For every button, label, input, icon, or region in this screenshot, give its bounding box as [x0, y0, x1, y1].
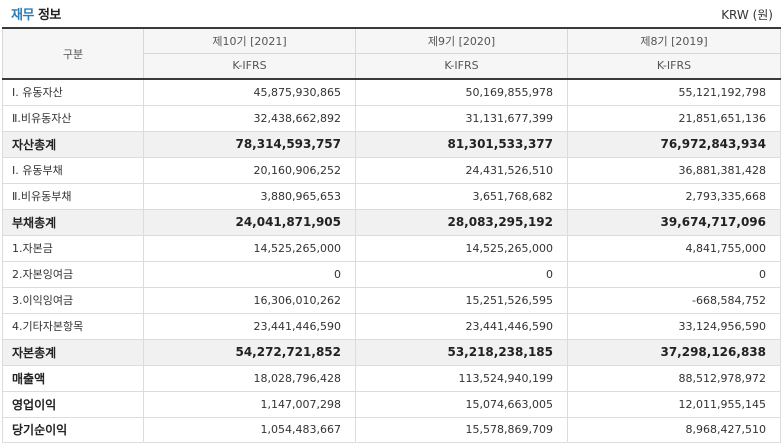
- value-cell: 15,074,663,005: [355, 390, 568, 418]
- period-header: 제9기 [2020]: [355, 27, 568, 54]
- value-cell: 3,651,768,682: [355, 182, 568, 210]
- table-row: 2.자본잉여금 0 0 0: [2, 260, 781, 288]
- value-cell: 4,841,755,000: [567, 234, 781, 262]
- value-cell: 3,880,965,653: [143, 182, 356, 210]
- row-label: Ⅰ. 유동부채: [2, 156, 144, 184]
- value-cell: 20,160,906,252: [143, 156, 356, 184]
- value-cell: 12,011,955,145: [567, 390, 781, 418]
- table-row: 3.이익잉여금 16,306,010,262 15,251,526,595 -6…: [2, 286, 781, 314]
- value-cell: 1,147,007,298: [143, 390, 356, 418]
- value-cell: 14,525,265,000: [355, 234, 568, 262]
- total-row: 부채총계 24,041,871,905 28,083,295,192 39,67…: [2, 208, 781, 236]
- value-cell: 16,306,010,262: [143, 286, 356, 314]
- period-header-row: 구분 제10기 [2021] 제9기 [2020] 제8기 [2019]: [2, 27, 781, 80]
- value-cell: 45,875,930,865: [143, 78, 356, 106]
- value-cell: -668,584,752: [567, 286, 781, 314]
- standard-header: K-IFRS: [355, 52, 568, 80]
- table-row: 영업이익 1,147,007,298 15,074,663,005 12,011…: [2, 390, 781, 418]
- value-cell: 81,301,533,377: [355, 130, 568, 158]
- value-cell: 0: [355, 260, 568, 288]
- value-cell: 28,083,295,192: [355, 208, 568, 236]
- row-label: 당기순이익: [2, 416, 144, 443]
- value-cell: 33,124,956,590: [567, 312, 781, 340]
- table-row: 매출액 18,028,796,428 113,524,940,199 88,51…: [2, 364, 781, 392]
- value-cell: 8,968,427,510: [567, 416, 781, 443]
- value-cell: 15,251,526,595: [355, 286, 568, 314]
- value-cell: 53,218,238,185: [355, 338, 568, 366]
- section-title-rest: 정보: [33, 8, 61, 23]
- value-cell: 21,851,651,136: [567, 104, 781, 132]
- table-row: Ⅱ.비유동부채 3,880,965,653 3,651,768,682 2,79…: [2, 182, 781, 210]
- row-label: 4.기타자본항목: [2, 312, 144, 340]
- row-label: Ⅱ.비유동부채: [2, 182, 144, 210]
- value-cell: 24,041,871,905: [143, 208, 356, 236]
- value-cell: 78,314,593,757: [143, 130, 356, 158]
- table-row: 당기순이익 1,054,483,667 15,578,869,709 8,968…: [2, 416, 781, 443]
- period-header: 제10기 [2021]: [143, 27, 356, 54]
- standard-header: K-IFRS: [143, 52, 356, 80]
- value-cell: 113,524,940,199: [355, 364, 568, 392]
- total-row: 자산총계 78,314,593,757 81,301,533,377 76,97…: [2, 130, 781, 158]
- value-cell: 37,298,126,838: [567, 338, 781, 366]
- table-row: Ⅱ.비유동자산 32,438,662,892 31,131,677,399 21…: [2, 104, 781, 132]
- standard-header-row: K-IFRS K-IFRS K-IFRS: [3, 52, 781, 80]
- section-title-highlight: 재무: [11, 8, 34, 23]
- value-cell: 2,793,335,668: [567, 182, 781, 210]
- section-title: 재무 정보: [11, 4, 61, 23]
- value-cell: 88,512,978,972: [567, 364, 781, 392]
- value-cell: 23,441,446,590: [355, 312, 568, 340]
- value-cell: 76,972,843,934: [567, 130, 781, 158]
- table-row: 1.자본금 14,525,265,000 14,525,265,000 4,84…: [2, 234, 781, 262]
- standard-header: K-IFRS: [567, 52, 781, 80]
- value-cell: 24,431,526,510: [355, 156, 568, 184]
- value-cell: 14,525,265,000: [143, 234, 356, 262]
- value-cell: 1,054,483,667: [143, 416, 356, 443]
- financial-table: 구분 제10기 [2021] 제9기 [2020] 제8기 [2019] K-I…: [2, 27, 781, 443]
- corner-header: 구분: [2, 27, 144, 80]
- total-row: 자본총계 54,272,721,852 53,218,238,185 37,29…: [2, 338, 781, 366]
- row-label: 부채총계: [2, 208, 144, 236]
- row-label: 매출액: [2, 364, 144, 392]
- value-cell: 36,881,381,428: [567, 156, 781, 184]
- value-cell: 39,674,717,096: [567, 208, 781, 236]
- row-label: Ⅱ.비유동자산: [2, 104, 144, 132]
- row-label: 2.자본잉여금: [2, 260, 144, 288]
- currency-unit: KRW (원): [721, 8, 773, 22]
- row-label: 3.이익잉여금: [2, 286, 144, 314]
- value-cell: 23,441,446,590: [143, 312, 356, 340]
- period-header: 제8기 [2019]: [567, 27, 781, 54]
- section-header: 재무 정보 KRW (원): [0, 0, 783, 27]
- value-cell: 31,131,677,399: [355, 104, 568, 132]
- table-row: 4.기타자본항목 23,441,446,590 23,441,446,590 3…: [2, 312, 781, 340]
- value-cell: 55,121,192,798: [567, 78, 781, 106]
- row-label: Ⅰ. 유동자산: [2, 78, 144, 106]
- row-label: 영업이익: [2, 390, 144, 418]
- value-cell: 15,578,869,709: [355, 416, 568, 443]
- table-row: Ⅰ. 유동자산 45,875,930,865 50,169,855,978 55…: [2, 78, 781, 106]
- row-label: 자산총계: [2, 130, 144, 158]
- value-cell: 32,438,662,892: [143, 104, 356, 132]
- row-label: 자본총계: [2, 338, 144, 366]
- value-cell: 50,169,855,978: [355, 78, 568, 106]
- value-cell: 54,272,721,852: [143, 338, 356, 366]
- row-label: 1.자본금: [2, 234, 144, 262]
- value-cell: 0: [567, 260, 781, 288]
- value-cell: 0: [143, 260, 356, 288]
- table-row: Ⅰ. 유동부채 20,160,906,252 24,431,526,510 36…: [2, 156, 781, 184]
- value-cell: 18,028,796,428: [143, 364, 356, 392]
